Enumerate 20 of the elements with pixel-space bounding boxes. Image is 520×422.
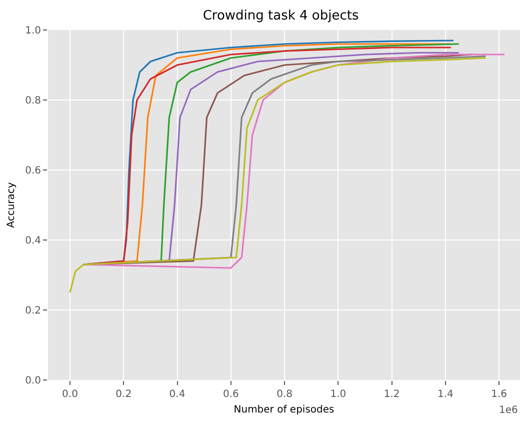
y-tick-label: 0.4 bbox=[25, 236, 41, 246]
y-tick-label: 0.0 bbox=[25, 376, 41, 386]
y-tick-label: 0.2 bbox=[25, 306, 41, 316]
x-tick-label: 0.8 bbox=[276, 389, 292, 400]
y-axis-title: Accuracy bbox=[6, 182, 18, 228]
x-tick-label: 0.2 bbox=[116, 389, 132, 400]
chart-title: Crowding task 4 objects bbox=[202, 8, 359, 24]
y-tick-label: 0.6 bbox=[25, 166, 41, 176]
x-tick-label: 1.2 bbox=[384, 389, 400, 400]
x-tick-label: 1.0 bbox=[330, 389, 346, 400]
text: 1e6 bbox=[499, 405, 518, 416]
y-tick-label: 0.8 bbox=[25, 96, 41, 106]
x-tick-label: 1.6 bbox=[491, 389, 508, 400]
x-tick-label: 0.4 bbox=[169, 389, 186, 400]
x-tick-label: 0.0 bbox=[62, 389, 78, 400]
x-tick-label: 1.4 bbox=[437, 389, 454, 400]
y-tick-label: 1.0 bbox=[25, 26, 41, 36]
x-tick-label: 0.6 bbox=[222, 389, 239, 400]
line-series bbox=[69, 57, 486, 294]
x-axis-title: Number of episodes bbox=[234, 404, 334, 416]
